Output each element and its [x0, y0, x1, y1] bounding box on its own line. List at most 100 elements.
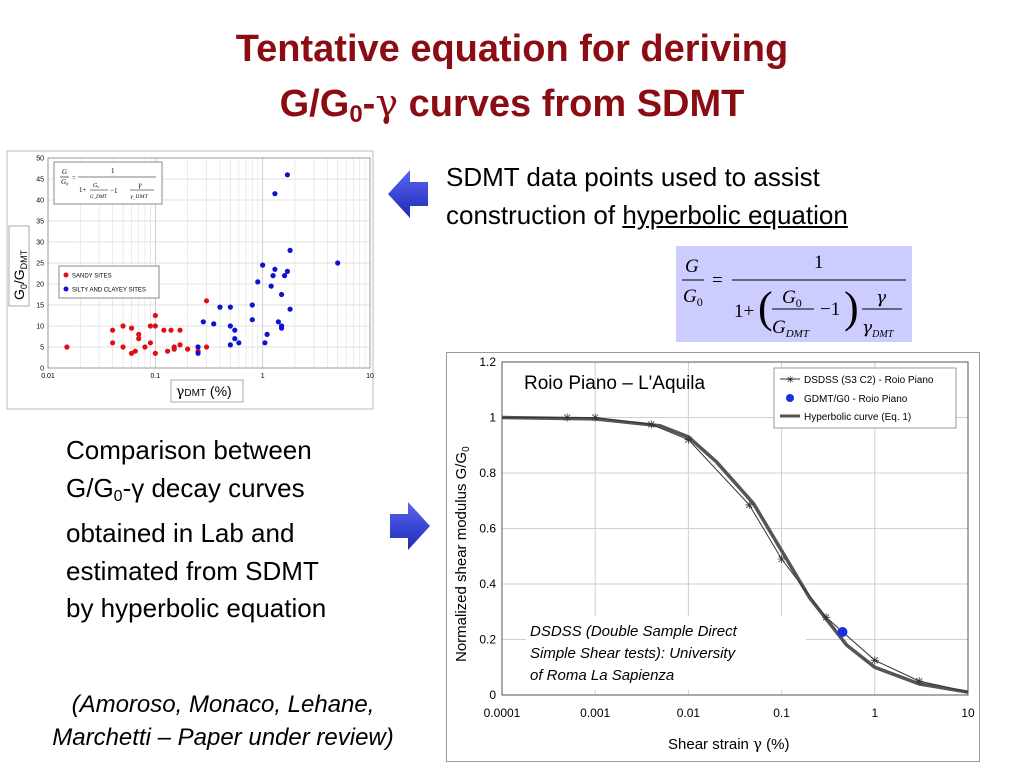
title-gamma: γ: [375, 81, 399, 125]
silty-clayey-site-point: [268, 283, 274, 289]
comparison-decay: -γ decay curves: [122, 472, 305, 503]
sandy-site-point: [120, 344, 126, 350]
silty-clayey-site-point: [281, 273, 288, 279]
left-ytick-label: 50: [36, 156, 44, 163]
left-chart-legend: SANDY SITES SILTY AND CLAYEY SITES: [58, 265, 160, 299]
sandy-site-point: [132, 348, 138, 354]
silty-clayey-site-point: [211, 321, 217, 327]
svg-text:G0: G0: [683, 286, 703, 309]
right-chart-legend: ✳ DSDSS (S3 C2) - Roio Piano GDMT/G0 - R…: [773, 367, 957, 429]
sdmt-description-prefix: construction of: [446, 200, 623, 230]
left-chart-points: [64, 172, 341, 356]
right-xtick-label: 0.001: [580, 706, 610, 720]
silty-clayey-site-point: [195, 350, 201, 356]
right-ytick-label: 1.2: [479, 355, 496, 369]
sandy-site-point: [203, 298, 210, 304]
silty-clayey-site-point: [227, 323, 233, 329]
comparison-g-ratio: G/G: [66, 472, 114, 503]
right-xtick-label: 0.01: [677, 706, 701, 720]
right-xtick-label: 10: [961, 706, 975, 720]
sandy-site-point: [152, 312, 158, 319]
right-ytick-label: 0.6: [479, 522, 496, 536]
svg-text:Simple Shear tests): Universit: Simple Shear tests): University: [530, 645, 737, 662]
left-plot-frame: [47, 157, 371, 369]
right-xtick-label: 0.0001: [484, 706, 521, 720]
left-ytick-label: 30: [36, 240, 44, 247]
svg-text:GDMT: GDMT: [772, 317, 810, 340]
silty-clayey-site-point: [232, 336, 238, 342]
sandy-site-point: [120, 323, 126, 329]
left-ytick-label: 25: [36, 261, 44, 268]
sandy-site-point: [136, 331, 142, 337]
right-ytick-label: 0.2: [479, 633, 496, 647]
right-xtick-label: 0.1: [773, 706, 790, 720]
sandy-site-point: [147, 340, 154, 346]
left-xtick-label: 10: [366, 373, 374, 380]
dsdss-point: [777, 555, 786, 564]
sandy-site-point: [168, 327, 174, 333]
dsdss-point: [563, 413, 572, 422]
silty-clayey-site-point: [278, 291, 285, 298]
left-chart-equation-box: G G₀ = 1 1+ G₀ G_DMT −1 γ γ_DMT: [53, 161, 163, 205]
dsdss-note: DSDSS (Double Sample Direct Simple Shear…: [526, 616, 806, 690]
svg-text:γDMT: γDMT: [862, 318, 895, 340]
sandy-site-point: [185, 346, 191, 352]
left-chart-ticks: 0 5 10 15 20 25 30 35 40 45 50 0.01 0.1 1 10: [36, 156, 374, 381]
reference-line1: (Amoroso, Monaco, Lehane,: [71, 691, 375, 718]
comparison-line2: G/G0-γ decay curves: [66, 470, 326, 516]
silty-clayey-site-point: [200, 319, 206, 325]
comparison-line3: obtained in Lab and: [66, 518, 295, 548]
svg-text:−1: −1: [820, 299, 840, 320]
right-ytick-label: 0: [489, 688, 496, 702]
svg-text:1+: 1+: [79, 186, 87, 194]
left-xtick-label: 1: [261, 373, 265, 380]
svg-text:γ: γ: [876, 288, 887, 308]
sandy-site-point: [171, 346, 177, 352]
svg-text:G₀: G₀: [93, 183, 99, 189]
svg-text:1: 1: [111, 167, 115, 175]
right-ytick-label: 1: [489, 411, 496, 425]
svg-text:✳: ✳: [786, 375, 794, 386]
sandy-site-point: [110, 327, 116, 333]
silty-clayey-site-point: [278, 323, 285, 329]
dsdss-point: [870, 656, 879, 665]
right-chart-ylabel: Normalized shear modulus G/G0: [453, 446, 472, 662]
svg-text:G₀: G₀: [61, 178, 69, 186]
silty-clayey-site-point: [287, 306, 293, 312]
silty-clayey-site-point: [264, 331, 270, 337]
slide-title-line1: Tentative equation for deriving: [235, 28, 789, 70]
sandy-site-point: [152, 350, 158, 356]
title-g-ratio: G/G: [279, 83, 350, 125]
sandy-site-point: [203, 344, 210, 350]
svg-text:1: 1: [814, 252, 824, 273]
left-ytick-label: 5: [40, 345, 44, 352]
right-xtick-label: 1: [871, 706, 878, 720]
sdmt-description: SDMT data points used to assist construc…: [446, 158, 848, 234]
sandy-site-point: [136, 336, 142, 342]
dsdss-point: [684, 435, 693, 444]
right-ytick-label: 0.4: [479, 577, 496, 591]
svg-text:G: G: [685, 256, 699, 277]
svg-text:−1: −1: [110, 187, 118, 195]
svg-text:(: (: [758, 283, 773, 332]
left-xtick-label: 0.01: [41, 373, 55, 380]
dsdss-point: [915, 677, 924, 686]
hyperbolic-equation-link[interactable]: hyperbolic equation: [622, 200, 848, 230]
sandy-site-point: [161, 327, 167, 333]
legend-sandy-marker: [63, 272, 69, 278]
left-arrow-icon: [388, 170, 428, 218]
left-scatter-chart: 0 5 10 15 20 25 30 35 40 45 50 0.01 0.1 1 10 G G₀ = 1 …: [6, 150, 374, 410]
silty-clayey-site-point: [249, 317, 255, 323]
silty-clayey-site-point: [227, 342, 233, 348]
silty-clayey-site-point: [284, 172, 291, 178]
legend-sandy-label: SANDY SITES: [72, 274, 112, 280]
svg-text:G0: G0: [782, 287, 802, 310]
left-ytick-label: 10: [36, 324, 44, 331]
comparison-line4: estimated from SDMT: [66, 555, 319, 586]
left-chart-xlabel: γDMT (%): [170, 379, 244, 403]
svg-text:γ: γ: [138, 182, 142, 189]
comparison-line5: by hyperbolic equation: [66, 593, 327, 623]
left-chart-ylabel: G0/GDMT: [8, 225, 30, 307]
left-ytick-label: 35: [36, 219, 44, 226]
silty-clayey-site-point: [275, 319, 281, 325]
